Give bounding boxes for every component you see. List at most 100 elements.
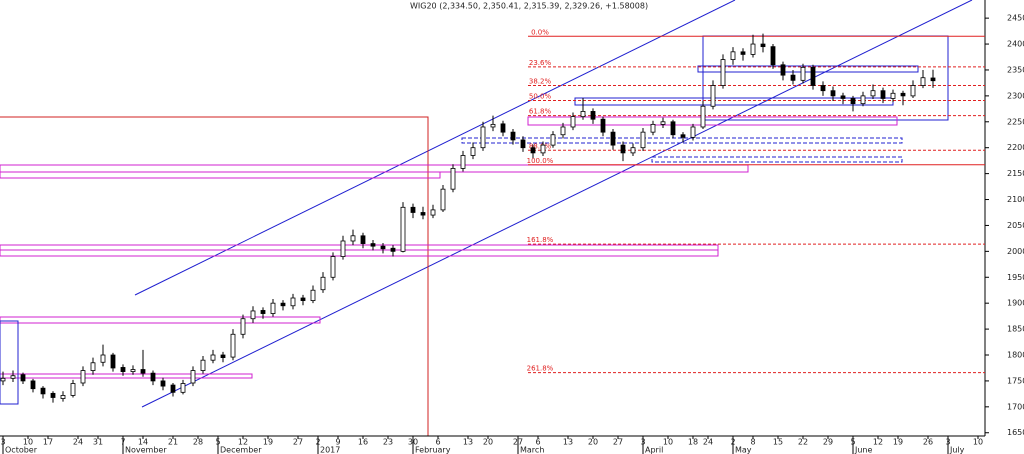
month-label: December <box>220 446 262 454</box>
candle-body <box>90 362 96 371</box>
candle-body <box>30 380 36 390</box>
candle-body <box>720 59 726 86</box>
candle-body <box>910 85 916 97</box>
x-tick-label: 13 <box>563 438 573 447</box>
candle-body <box>370 243 376 247</box>
channel-line <box>141 0 973 408</box>
candle-body <box>750 43 756 55</box>
zone <box>702 35 949 121</box>
candle-body <box>810 66 816 86</box>
fib-label: 0.0% <box>531 28 549 36</box>
fib-label: 50.0% <box>529 93 552 101</box>
candle-body <box>150 372 156 382</box>
x-tick-label: 6 <box>535 438 540 447</box>
candle-body <box>560 126 566 136</box>
fib-label: 161.8% <box>527 236 554 244</box>
candle-body <box>600 118 606 133</box>
x-tick-label: 13 <box>463 438 473 447</box>
candle-body <box>170 384 176 393</box>
x-tick-label: 27 <box>613 438 623 447</box>
candle-body <box>60 395 66 399</box>
x-tick-label: 31 <box>93 438 103 447</box>
y-tick-label: 1700 <box>1007 402 1024 411</box>
candle-body <box>80 370 86 384</box>
fib-label: 261.8% <box>527 365 554 373</box>
candle-body <box>610 131 616 146</box>
x-tick-label: 20 <box>483 438 493 447</box>
x-tick-label: 14 <box>138 438 148 447</box>
fib-label: 88.6% <box>529 142 552 150</box>
candle-body <box>830 90 836 97</box>
candle-body <box>420 212 426 216</box>
candle-body <box>850 98 856 105</box>
y-tick-label: 2000 <box>1007 247 1024 256</box>
candle-body <box>230 333 236 358</box>
x-tick-label: 24 <box>703 438 713 447</box>
candle-body <box>710 85 716 107</box>
candle-body <box>760 43 766 48</box>
candle-body <box>270 302 276 314</box>
candle-body <box>260 310 266 314</box>
candle-body <box>800 66 806 81</box>
candle-body <box>320 276 326 291</box>
x-tick-label: 6 <box>435 438 440 447</box>
candle-body <box>160 380 166 387</box>
candle-body <box>110 354 116 369</box>
x-tick-label: 28 <box>193 438 203 447</box>
marker-line <box>0 116 429 436</box>
zone <box>0 171 441 179</box>
x-tick-label: 10 <box>663 438 673 447</box>
x-tick-label: 17 <box>43 438 53 447</box>
candle-body <box>10 375 16 379</box>
candle-body <box>650 123 656 133</box>
candle-body <box>300 297 306 301</box>
candle-body <box>840 95 846 99</box>
candle-body <box>410 206 416 213</box>
candle-body <box>630 147 636 154</box>
month-label: May <box>735 446 752 454</box>
y-tick-label: 1850 <box>1007 325 1024 334</box>
candle-body <box>780 64 786 76</box>
y-tick-label: 2200 <box>1007 143 1024 152</box>
candle-body <box>380 245 386 250</box>
candle-body <box>290 297 296 307</box>
x-tick-label: 23 <box>383 438 393 447</box>
candle-body <box>500 123 506 133</box>
candle-body <box>250 310 256 320</box>
y-tick-label: 1750 <box>1007 376 1024 385</box>
y-tick-label: 2350 <box>1007 65 1024 74</box>
zone <box>461 137 903 144</box>
y-tick-label: 2450 <box>1007 14 1024 23</box>
month-label: July <box>949 446 965 454</box>
candle-body <box>190 370 196 384</box>
candle-body <box>770 46 776 66</box>
candle-body <box>730 51 736 60</box>
x-tick-label: 10 <box>973 438 983 447</box>
candle-body <box>330 256 336 278</box>
y-tick-label: 2100 <box>1007 195 1024 204</box>
candle-body <box>350 235 356 242</box>
candle-body <box>900 92 906 97</box>
candle-body <box>450 168 456 190</box>
x-tick-label: 26 <box>923 438 933 447</box>
candle-body <box>20 374 26 382</box>
x-tick-label: 21 <box>168 438 178 447</box>
candle-body <box>930 77 936 82</box>
candle-body <box>670 121 676 136</box>
y-tick-label: 2400 <box>1007 40 1024 49</box>
candle-body <box>860 95 866 105</box>
candle-body <box>870 90 876 97</box>
zone <box>527 116 898 126</box>
candle-body <box>510 131 516 141</box>
candle-body <box>480 126 486 149</box>
candle-body <box>280 302 286 307</box>
candle-body <box>540 144 546 154</box>
candle-body <box>340 240 346 257</box>
y-tick-label: 1650 <box>1007 428 1024 437</box>
candle-body <box>790 74 796 81</box>
candle-body <box>530 147 536 154</box>
candle-body <box>680 134 686 138</box>
fib-label: 61.8% <box>529 108 552 116</box>
x-tick-label: 15 <box>773 438 783 447</box>
